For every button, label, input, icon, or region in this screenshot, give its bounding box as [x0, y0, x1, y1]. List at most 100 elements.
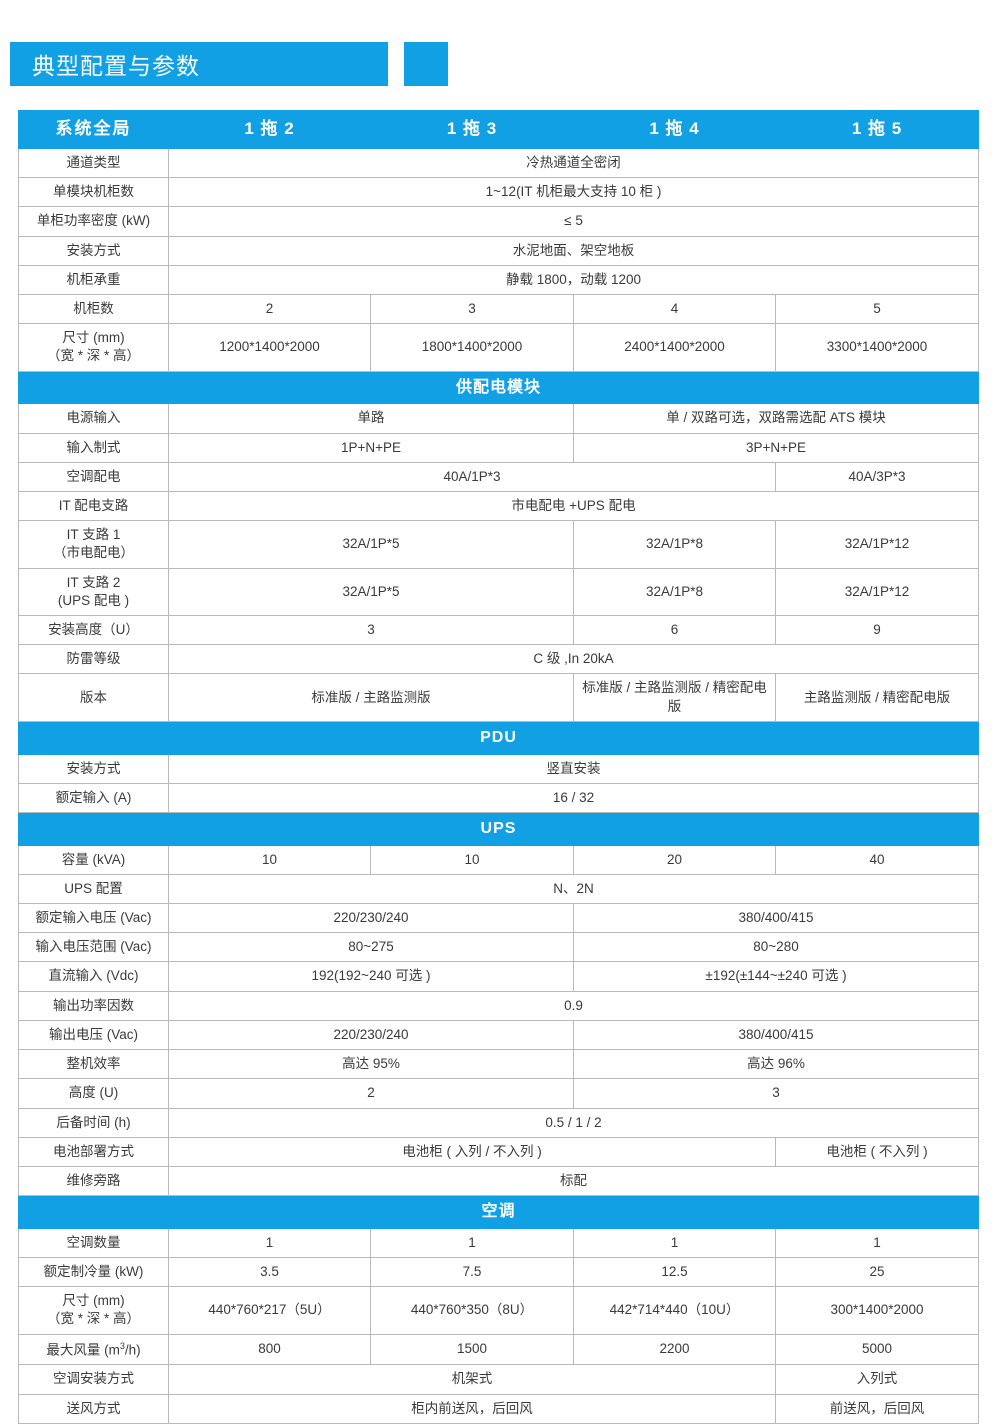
row-value-col12: 单路 [168, 403, 574, 434]
table-row: 送风方式 柜内前送风，后回风 前送风，后回风 [18, 1393, 979, 1424]
table-row: 输出功率因数 0.9 [18, 990, 979, 1021]
row-value-col3: 2400*1400*2000 [573, 323, 776, 372]
row-label-line2: （宽 * 深 * 高） [46, 348, 140, 364]
row-label: 输入制式 [18, 432, 169, 463]
row-label-line1: 尺寸 (mm) [62, 1293, 125, 1309]
row-label: 容量 (kVA) [18, 844, 169, 875]
row-value-col123: 机架式 [168, 1364, 776, 1395]
table-row: 安装方式 竖直安装 [18, 753, 979, 784]
row-label: 空调安装方式 [18, 1364, 169, 1395]
row-label: IT 配电支路 [18, 490, 169, 522]
row-value-col4: 25 [775, 1256, 979, 1288]
section-title: UPS [18, 811, 979, 846]
row-label: 机柜数 [18, 294, 169, 325]
banner-accent-square [404, 42, 448, 86]
row-value-col3: 442*714*440（10U） [573, 1286, 776, 1335]
row-value-col3: 20 [573, 844, 776, 875]
section-header-row-pdu: PDU [18, 720, 979, 755]
table-row: IT 配电支路 市电配电 +UPS 配电 [18, 490, 979, 522]
row-value-col34: 380/400/415 [573, 902, 979, 934]
table-row: IT 支路 2 (UPS 配电 ) 32A/1P*5 32A/1P*8 32A/… [18, 567, 979, 617]
row-label: 电源输入 [18, 403, 169, 434]
row-value-col2: 1500 [370, 1333, 574, 1366]
row-label-line1: 尺寸 (mm) [62, 330, 125, 346]
row-label: 输入电压范围 (Vac) [18, 932, 169, 963]
row-value-all: 0.9 [168, 990, 979, 1021]
row-label: 输出电压 (Vac) [18, 1019, 169, 1051]
table-row: 机柜承重 静载 1800，动载 1200 [18, 264, 979, 296]
row-value-all: 标配 [168, 1165, 979, 1197]
row-value-col4: 入列式 [775, 1364, 979, 1395]
row-label: 机柜承重 [18, 264, 169, 296]
row-value-all: C 级 ,In 20kA [168, 644, 979, 675]
row-label: 安装方式 [18, 753, 169, 784]
row-label: 最大风量 (m3/h) [18, 1333, 169, 1366]
header-cell-col2: 1 拖 3 [370, 110, 574, 149]
row-value-col3: 4 [573, 294, 776, 325]
row-label: 电池部署方式 [18, 1136, 169, 1167]
table-row: 整机效率 高达 95% 高达 96% [18, 1049, 979, 1080]
section-header-row-power: 供配电模块 [18, 370, 979, 405]
table-row: 额定输入 (A) 16 / 32 [18, 782, 979, 813]
table-row: 电池部署方式 电池柜 ( 入列 / 不入列 ) 电池柜 ( 不入列 ) [18, 1136, 979, 1167]
row-label: 安装高度（U） [18, 615, 169, 646]
section-header-row-ups: UPS [18, 811, 979, 846]
row-value-col34: 80~280 [573, 932, 979, 963]
row-value-col1: 10 [168, 844, 371, 875]
row-value-col12: 标准版 / 主路监测版 [168, 673, 574, 722]
table-row: 空调安装方式 机架式 入列式 [18, 1364, 979, 1395]
row-label: 通道类型 [18, 147, 169, 179]
row-value-col2: 1 [370, 1227, 574, 1258]
row-value-col3: 32A/1P*8 [573, 567, 776, 617]
row-value-all: 冷热通道全密闭 [168, 147, 979, 179]
row-value-col4: 1 [775, 1227, 979, 1258]
row-value-col3: 标准版 / 主路监测版 / 精密配电版 [573, 673, 776, 722]
row-value-col123: 40A/1P*3 [168, 461, 776, 492]
row-value-col34: 单 / 双路可选，双路需选配 ATS 模块 [573, 403, 979, 434]
row-label-text-tail: /h) [124, 1342, 141, 1358]
row-value-col4: 5000 [775, 1333, 979, 1366]
row-value-all: 市电配电 +UPS 配电 [168, 490, 979, 522]
row-label-line1: IT 支路 2 [66, 574, 121, 590]
table-row: 尺寸 (mm) （宽 * 深 * 高） 440*760*217（5U） 440*… [18, 1286, 979, 1335]
row-value-col1: 440*760*217（5U） [168, 1286, 371, 1335]
row-value-col12: 32A/1P*5 [168, 520, 574, 569]
page-title: 典型配置与参数 [32, 54, 200, 80]
header-cell-col3: 1 拖 4 [573, 110, 776, 149]
table-row: UPS 配置 N、2N [18, 873, 979, 904]
table-row: 容量 (kVA) 10 10 20 40 [18, 844, 979, 875]
row-label: 尺寸 (mm) （宽 * 深 * 高） [18, 323, 169, 372]
row-value-col4: 5 [775, 294, 979, 325]
table-row: 空调配电 40A/1P*3 40A/3P*3 [18, 461, 979, 492]
row-label: 单柜功率密度 (kW) [18, 206, 169, 237]
table-row: 后备时间 (h) 0.5 / 1 / 2 [18, 1107, 979, 1138]
row-value-col12: 32A/1P*5 [168, 567, 574, 617]
row-value-col12: 3 [168, 615, 574, 646]
row-label-line2: （宽 * 深 * 高） [46, 1311, 140, 1327]
header-cell-system: 系统全局 [18, 110, 169, 149]
row-label: UPS 配置 [18, 873, 169, 904]
row-label: 防雷等级 [18, 644, 169, 675]
row-value-col4: 9 [775, 615, 979, 646]
row-value-col34: 380/400/415 [573, 1019, 979, 1051]
row-value-col3: 1 [573, 1227, 776, 1258]
row-label: 输出功率因数 [18, 990, 169, 1021]
row-label: 空调配电 [18, 461, 169, 492]
row-value-col4: 3300*1400*2000 [775, 323, 979, 372]
row-value-col3-line2: 精密配电版 [667, 680, 767, 714]
row-value-all: 水泥地面、架空地板 [168, 235, 979, 266]
row-value-all: 静载 1800，动载 1200 [168, 264, 979, 296]
row-label: 额定制冷量 (kW) [18, 1256, 169, 1288]
row-value-col2: 1800*1400*2000 [370, 323, 574, 372]
row-value-col4: 前送风，后回风 [775, 1393, 979, 1424]
row-label-line2: （市电配电） [53, 545, 134, 561]
table-row: 输入电压范围 (Vac) 80~275 80~280 [18, 932, 979, 963]
table-row: 单模块机柜数 1~12(IT 机柜最大支持 10 柜 ) [18, 177, 979, 208]
table-row: IT 支路 1 （市电配电） 32A/1P*5 32A/1P*8 32A/1P*… [18, 520, 979, 569]
row-value-all: N、2N [168, 873, 979, 904]
row-value-col4: 40 [775, 844, 979, 875]
row-value-col3: 32A/1P*8 [573, 520, 776, 569]
row-label: 高度 (U) [18, 1078, 169, 1109]
row-value-col12: 220/230/240 [168, 1019, 574, 1051]
